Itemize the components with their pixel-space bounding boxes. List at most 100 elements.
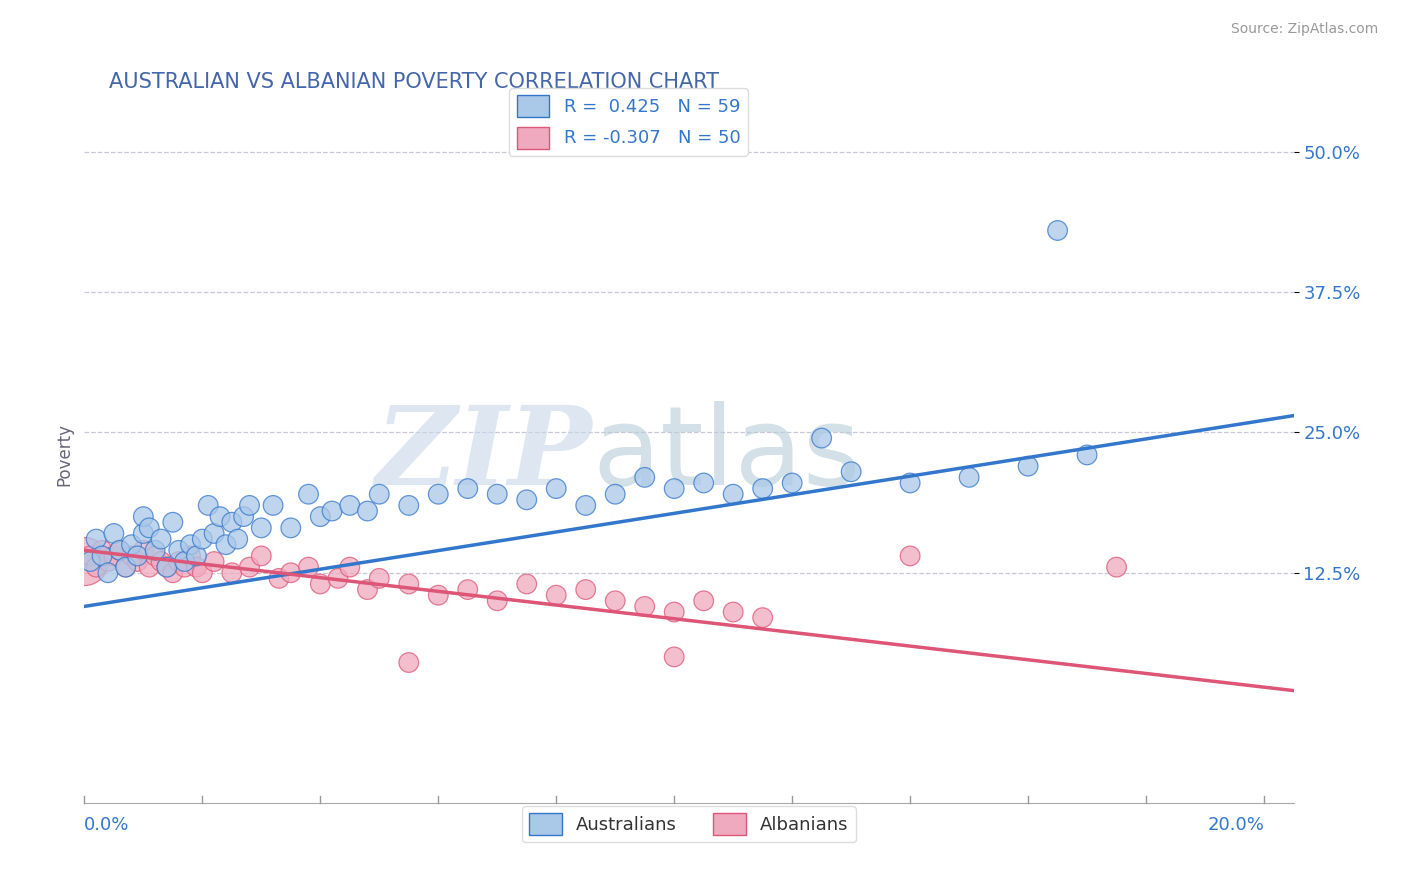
Point <box>191 566 214 580</box>
Point <box>108 543 131 558</box>
Point <box>91 543 114 558</box>
Point <box>356 582 378 597</box>
Point <box>202 555 225 569</box>
Text: 20.0%: 20.0% <box>1208 816 1264 834</box>
Point <box>546 588 568 602</box>
Point <box>457 482 479 496</box>
Point <box>121 538 143 552</box>
Text: ZIP: ZIP <box>375 401 592 508</box>
Point <box>368 571 391 585</box>
Point <box>297 487 319 501</box>
Point <box>138 521 160 535</box>
Point <box>898 549 921 563</box>
Point <box>108 543 131 558</box>
Point <box>215 538 238 552</box>
Point <box>180 538 202 552</box>
Point <box>180 549 202 563</box>
Point <box>339 499 361 513</box>
Point <box>97 566 120 580</box>
Point <box>427 588 450 602</box>
Point <box>162 515 184 529</box>
Point <box>132 509 155 524</box>
Point <box>127 549 149 563</box>
Point <box>575 582 598 597</box>
Point <box>173 560 195 574</box>
Point <box>634 599 657 614</box>
Point <box>91 549 114 563</box>
Point <box>221 515 243 529</box>
Text: Source: ZipAtlas.com: Source: ZipAtlas.com <box>1230 22 1378 37</box>
Point <box>127 555 149 569</box>
Point <box>79 555 101 569</box>
Point <box>280 521 302 535</box>
Point <box>692 594 714 608</box>
Point <box>250 549 273 563</box>
Point <box>150 532 173 546</box>
Point <box>156 560 179 574</box>
Point <box>605 487 627 501</box>
Point <box>121 549 143 563</box>
Point <box>634 470 657 484</box>
Point <box>186 560 208 574</box>
Point <box>156 560 179 574</box>
Text: 0.0%: 0.0% <box>84 816 129 834</box>
Point <box>167 555 190 569</box>
Point <box>810 431 832 445</box>
Point <box>138 560 160 574</box>
Point <box>516 577 538 591</box>
Point <box>898 475 921 490</box>
Point <box>664 482 686 496</box>
Point <box>664 605 686 619</box>
Point <box>262 499 284 513</box>
Point <box>280 566 302 580</box>
Point <box>368 487 391 501</box>
Point <box>132 543 155 558</box>
Point <box>398 499 420 513</box>
Point <box>173 555 195 569</box>
Point <box>202 526 225 541</box>
Point <box>103 526 125 541</box>
Point <box>84 532 107 546</box>
Point <box>486 487 509 501</box>
Text: AUSTRALIAN VS ALBANIAN POVERTY CORRELATION CHART: AUSTRALIAN VS ALBANIAN POVERTY CORRELATI… <box>108 72 718 92</box>
Point <box>73 555 96 569</box>
Point <box>250 521 273 535</box>
Point <box>751 610 773 624</box>
Point <box>1076 448 1098 462</box>
Point <box>143 543 166 558</box>
Point <box>339 560 361 574</box>
Point <box>238 560 260 574</box>
Point <box>516 492 538 507</box>
Point <box>297 560 319 574</box>
Point <box>150 555 173 569</box>
Text: atlas: atlas <box>592 401 860 508</box>
Point <box>167 543 190 558</box>
Point <box>486 594 509 608</box>
Point <box>114 560 136 574</box>
Y-axis label: Poverty: Poverty <box>55 424 73 486</box>
Point <box>751 482 773 496</box>
Point <box>267 571 290 585</box>
Point <box>1105 560 1128 574</box>
Point <box>398 656 420 670</box>
Point <box>208 509 231 524</box>
Point <box>97 555 120 569</box>
Point <box>780 475 803 490</box>
Point <box>309 577 332 591</box>
Point <box>1046 223 1069 237</box>
Point <box>143 549 166 563</box>
Point <box>398 577 420 591</box>
Point <box>103 549 125 563</box>
Point <box>575 499 598 513</box>
Point <box>238 499 260 513</box>
Point <box>226 532 249 546</box>
Point <box>326 571 349 585</box>
Point <box>457 582 479 597</box>
Point <box>232 509 254 524</box>
Point <box>721 487 744 501</box>
Point <box>692 475 714 490</box>
Point <box>957 470 980 484</box>
Point <box>84 560 107 574</box>
Point <box>309 509 332 524</box>
Point <box>721 605 744 619</box>
